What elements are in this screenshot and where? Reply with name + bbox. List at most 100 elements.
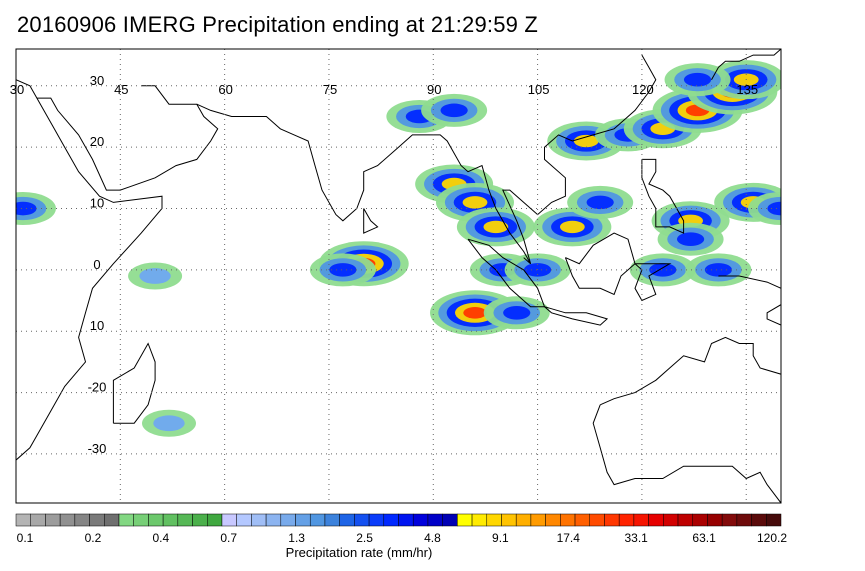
lon-tick-label: 45 (114, 82, 128, 97)
colorbar-swatch (162, 513, 179, 527)
colorbar-tick-label: 4.8 (424, 531, 441, 545)
colorbar-swatch (207, 513, 223, 527)
coastline (564, 232, 636, 296)
rain-cell (567, 185, 634, 219)
rain-cell (142, 409, 196, 437)
colorbar-swatch (295, 513, 311, 527)
colorbar-tick-label: 0.4 (152, 531, 170, 545)
colorbar-swatch (486, 513, 502, 527)
lon-tick-label: 105 (528, 82, 550, 97)
colorbar-swatch (457, 513, 473, 527)
colorbar-boxes (15, 513, 782, 527)
colorbar-swatch (177, 513, 193, 527)
colorbar-tick-label: 0.1 (16, 531, 34, 545)
lon-tick-label: 90 (427, 82, 441, 97)
coastline (36, 85, 219, 191)
coastline (711, 49, 781, 80)
rain-contour (440, 103, 468, 118)
colorbar-swatch (265, 513, 282, 527)
rain-contour (649, 263, 677, 277)
colorbar-swatch (354, 513, 370, 527)
colorbar-swatch (574, 513, 590, 527)
colorbar-swatch (45, 513, 61, 527)
axis-tick-labels: 30 45 60 75 90 105 120 135 30 20 10 0 10 -20 -30 (10, 73, 758, 456)
colorbar-tick-label: 63.1 (692, 531, 716, 545)
colorbar-swatch (560, 513, 576, 527)
colorbar-swatch (368, 513, 385, 527)
rain-contour (573, 134, 599, 148)
rain-contour (559, 220, 585, 234)
colorbar-title: Precipitation rate (mm/hr) (285, 545, 433, 560)
coastline (634, 263, 672, 302)
rain-cell (748, 192, 781, 226)
colorbar-swatch (663, 513, 679, 527)
coastline (16, 79, 163, 461)
lat-tick-label: 20 (90, 134, 104, 149)
rain-cell (421, 93, 488, 127)
coastline (592, 404, 781, 503)
colorbar-swatch (471, 513, 488, 527)
colorbar-swatch (280, 513, 296, 527)
colorbar-swatch (530, 513, 546, 527)
rain-contour (503, 306, 531, 320)
colorbar-swatch (736, 513, 752, 527)
colorbar-swatch (692, 513, 708, 527)
coastline (599, 336, 781, 406)
lat-tick-label: 30 (90, 73, 104, 88)
rain-cell (436, 182, 514, 222)
rain-contour (463, 307, 487, 319)
lat-tick-label: 0 (93, 257, 100, 272)
colorbar-swatch (412, 513, 429, 527)
colorbar-swatch (15, 513, 31, 527)
colorbar-swatch (324, 513, 340, 527)
rain-cell (128, 262, 183, 290)
colorbar-swatch (236, 513, 252, 527)
colorbar-swatch (648, 513, 664, 527)
colorbar-tick-label: 9.1 (492, 531, 509, 545)
colorbar-swatch (721, 513, 738, 527)
rain-contour (139, 268, 171, 284)
colorbar-swatch (442, 513, 458, 527)
rain-contour (683, 72, 712, 87)
colorbar-tick-label: 0.7 (220, 531, 238, 545)
rain-cell (533, 207, 612, 247)
coastline (641, 158, 685, 234)
lon-tick-label: 120 (632, 82, 654, 97)
coastline (196, 103, 532, 265)
colorbar-swatch (589, 513, 605, 527)
coastline (544, 306, 609, 326)
lat-tick-label: 10 (90, 318, 104, 333)
lat-tick-label: 10 (90, 196, 104, 211)
rain-cell (707, 60, 781, 100)
colorbar-swatch (192, 513, 208, 527)
colorbar-swatch (309, 513, 326, 527)
page-title: 20160906 IMERG Precipitation ending at 2… (17, 12, 539, 37)
colorbar-swatch (118, 513, 134, 527)
colorbar-swatch (545, 513, 561, 527)
colorbar-tick-label: 120.2 (756, 531, 788, 545)
colorbar-swatch (221, 513, 237, 527)
lat-tick-label: -20 (88, 380, 107, 395)
colorbar-tick-label: 1.3 (288, 531, 305, 545)
colorbar-swatch (707, 513, 723, 527)
lon-tick-label: 60 (218, 82, 232, 97)
colorbar-tick-label: 0.2 (84, 531, 102, 545)
colorbar-swatch (604, 513, 620, 527)
colorbar-swatch (398, 513, 414, 527)
coastline (718, 275, 781, 326)
rain-contour (704, 263, 733, 277)
colorbar-swatch (383, 513, 399, 527)
colorbar-swatch (618, 513, 635, 527)
coastline (112, 342, 156, 424)
colorbar-swatch (751, 513, 767, 527)
colorbar-swatch (766, 513, 782, 527)
rain-contour (767, 201, 781, 216)
colorbar-swatch (251, 513, 267, 527)
rain-contour (329, 263, 357, 277)
colorbar-swatch (104, 513, 120, 527)
colorbar-swatch (677, 513, 693, 527)
rain-contour (586, 195, 614, 210)
colorbar-swatch (148, 513, 164, 527)
